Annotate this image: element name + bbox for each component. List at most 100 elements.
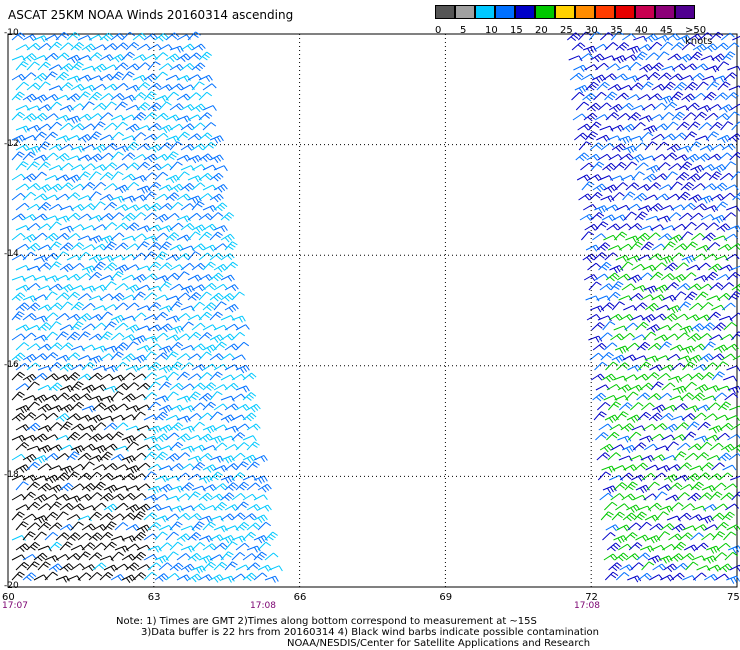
wind-barb [37,244,52,251]
wind-barb [132,233,147,241]
note-line-3: NOAA/NESDIS/Center for Satellite Applica… [287,638,591,649]
wind-barb [213,525,228,533]
wind-barb [573,64,588,72]
wind-barb [191,565,206,574]
colorbar-tick-label: 20 [535,25,548,36]
wind-barb [621,123,636,133]
wind-barb [638,272,653,281]
wind-barb [44,215,59,222]
wind-barb [656,372,671,381]
wind-barb [198,213,213,221]
wind-barb [143,392,158,401]
wind-barb [698,32,713,41]
wind-barb [718,152,733,161]
wind-barb [640,81,654,91]
wind-barb [147,545,162,553]
wind-barb [180,525,195,532]
wind-barb [70,301,84,311]
wind-barb [26,161,40,171]
wind-barb [617,384,632,393]
wind-barb [103,541,117,551]
wind-barb [66,451,80,461]
wind-barb [246,522,261,531]
wind-barb [578,193,593,201]
wind-barb [180,222,195,231]
wind-barb [70,83,85,91]
wind-barb [81,163,96,171]
wind-barb [638,205,653,213]
wind-barb [726,365,740,372]
wind-barb [15,362,30,371]
wind-barb [231,331,246,341]
wind-barb [235,521,250,531]
wind-barb [706,81,720,91]
wind-barb [695,81,709,91]
wind-barb [600,511,614,521]
wind-barb [253,551,267,561]
wind-barb [220,414,235,423]
wind-barb [143,314,158,321]
wind-barb [125,562,140,572]
wind-barb [213,225,228,233]
wind-barb [66,331,80,341]
wind-barb [136,102,151,111]
wind-barb [55,251,69,261]
wind-barb [669,395,684,402]
wind-barb [582,253,597,263]
wind-barb [48,283,63,291]
wind-barb [59,563,74,572]
wind-barb [154,311,169,321]
wind-barb [136,43,151,51]
wind-barb [180,285,195,294]
wind-barb [644,355,659,363]
wind-barb [575,152,590,162]
wind-barb [198,311,212,321]
wind-barb [11,571,25,581]
wind-barb [596,81,610,91]
wind-barb [55,392,70,401]
wind-barb [643,493,658,501]
wind-barb [169,361,183,371]
wind-barb [673,81,687,91]
wind-barb [604,414,619,423]
wind-barb [691,232,705,241]
wind-barb [191,201,205,211]
wind-barb [626,504,641,513]
wind-barb [646,324,661,333]
wind-barb [59,465,74,474]
wind-barb [224,241,238,251]
wind-barb [595,221,609,231]
wind-barb [15,144,30,152]
wind-barb [176,415,191,423]
wind-barb [681,93,696,103]
wind-barb [700,371,715,381]
wind-barb [656,215,671,223]
wind-barb [55,215,70,223]
wind-barb [604,571,619,581]
wind-barb [672,541,687,551]
wind-barb [44,373,59,381]
wind-barb [114,145,129,153]
wind-barb [606,431,620,441]
wind-barb [671,523,686,533]
wind-barb [224,261,238,271]
wind-barb [691,183,706,191]
wind-barb [114,62,129,71]
wind-barb [114,42,129,51]
wind-barb [629,292,644,301]
wind-barb [121,334,136,342]
wind-barb [685,153,700,163]
wind-barb [657,72,672,81]
wind-barb [110,93,125,101]
wind-barb [103,321,117,331]
wind-barb [672,63,687,71]
wind-barb [81,344,96,351]
wind-barb [663,563,678,573]
wind-barb [176,493,191,501]
wind-barb [48,221,62,231]
wind-barb [125,382,140,391]
wind-barb [187,133,202,141]
wind-barb [125,123,140,133]
wind-barb [711,304,726,311]
wind-barb [37,201,52,211]
